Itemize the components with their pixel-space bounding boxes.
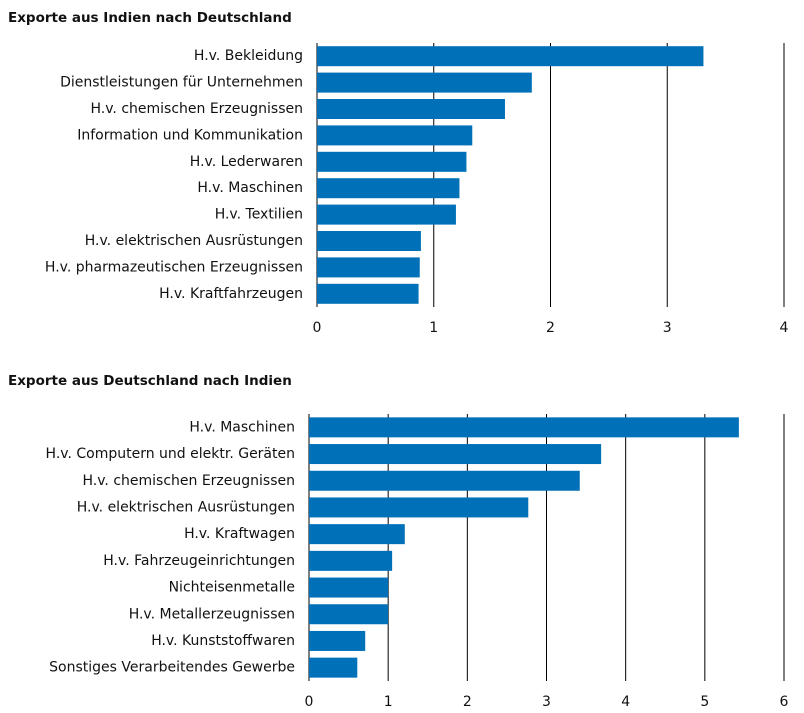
y-tick-label: Nichteisenmetalle: [169, 580, 295, 596]
y-tick-label: H.v. Textilien: [215, 207, 303, 223]
bar: [317, 257, 420, 278]
x-tick-label: 5: [700, 694, 709, 710]
x-tick-label: 3: [663, 320, 672, 336]
x-tick-label: 1: [429, 320, 438, 336]
x-tick-label: 4: [621, 694, 630, 710]
x-tick-label: 0: [313, 320, 322, 336]
y-tick-label: H.v. chemischen Erzeugnissen: [82, 473, 295, 489]
bar: [317, 46, 704, 67]
bar: [317, 231, 421, 251]
bar: [317, 283, 419, 304]
y-tick-label: H.v. Metallerzeugnissen: [129, 606, 295, 622]
bar: [317, 204, 456, 225]
chart-title: Exporte aus Deutschland nach Indien: [8, 373, 292, 389]
bar: [309, 657, 358, 678]
y-tick-label: Sonstiges Verarbeitendes Gewerbe: [49, 660, 295, 676]
bar: [309, 577, 389, 598]
y-tick-label: H.v. Lederwaren: [190, 154, 303, 170]
bar: [309, 524, 405, 545]
bar: [309, 444, 602, 465]
bar: [317, 99, 505, 119]
bar: [309, 630, 366, 651]
y-tick-label: H.v. Kunststoffwaren: [151, 633, 295, 649]
y-tick-label: H.v. Maschinen: [189, 419, 295, 435]
y-tick-label: Information und Kommunikation: [77, 127, 303, 143]
x-tick-label: 6: [780, 694, 789, 710]
x-tick-label: 2: [546, 320, 555, 336]
y-tick-label: Dienstleistungen für Unternehmen: [60, 75, 303, 91]
bar: [309, 604, 389, 625]
bar: [309, 550, 393, 571]
y-tick-label: H.v. chemischen Erzeugnissen: [90, 101, 303, 117]
bar: [309, 470, 580, 491]
bar: [309, 417, 739, 438]
y-tick-label: H.v. pharmazeutischen Erzeugnissen: [45, 259, 303, 275]
bar: [317, 72, 532, 93]
bar: [317, 151, 467, 172]
x-tick-label: 1: [384, 694, 393, 710]
x-tick-label: 3: [542, 694, 551, 710]
bar: [309, 497, 529, 518]
y-tick-label: H.v. Fahrzeugeinrichtungen: [103, 553, 295, 569]
bar: [317, 125, 473, 146]
y-tick-label: H.v. Kraftfahrzeugen: [159, 286, 303, 302]
y-tick-label: H.v. Computern und elektr. Geräten: [46, 446, 295, 462]
y-tick-label: H.v. elektrischen Ausrüstungen: [85, 233, 303, 249]
x-tick-label: 2: [463, 694, 472, 710]
y-tick-label: H.v. Maschinen: [197, 180, 303, 196]
y-tick-label: H.v. elektrischen Ausrüstungen: [77, 499, 295, 515]
x-tick-label: 0: [305, 694, 314, 710]
x-tick-label: 4: [780, 320, 789, 336]
y-tick-label: H.v. Bekleidung: [194, 48, 303, 64]
y-tick-label: H.v. Kraftwagen: [184, 526, 295, 542]
chart-title: Exporte aus Indien nach Deutschland: [8, 10, 292, 26]
bar: [317, 178, 460, 199]
